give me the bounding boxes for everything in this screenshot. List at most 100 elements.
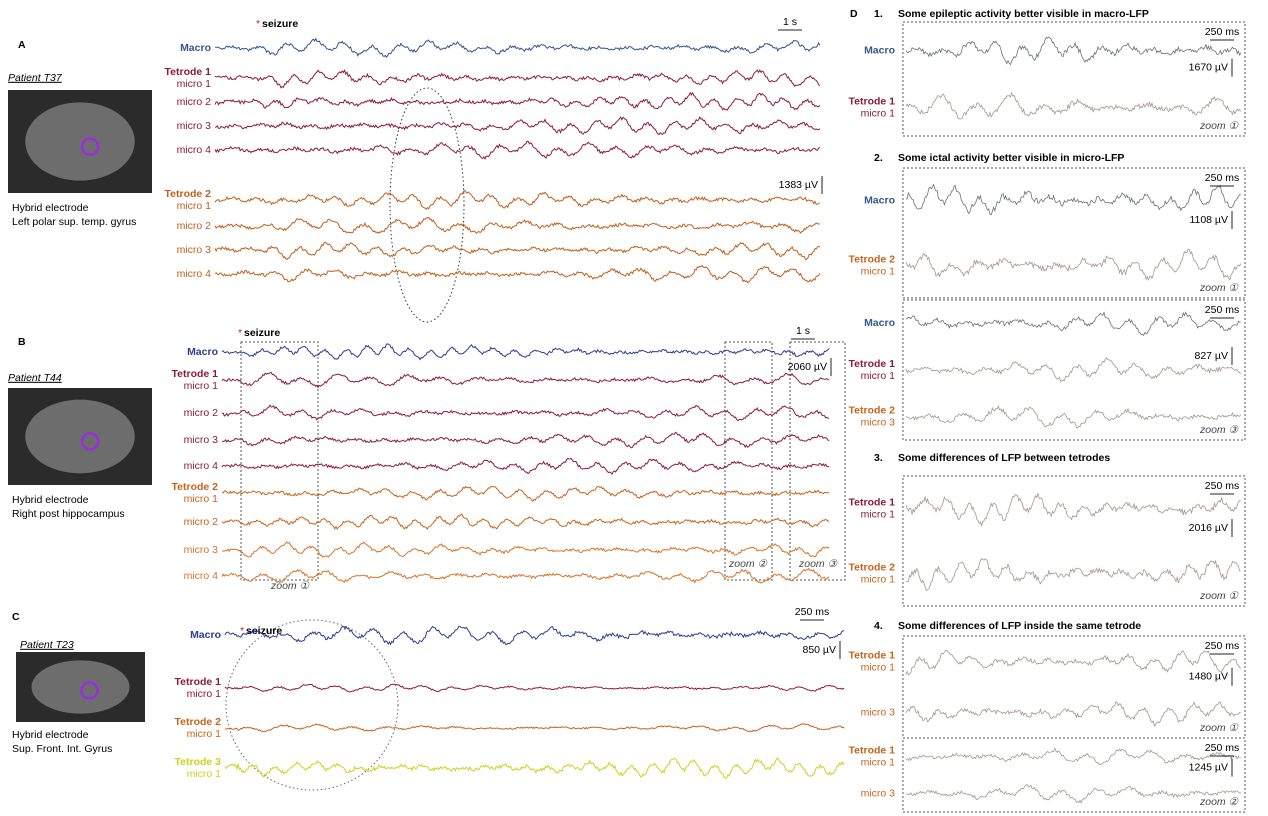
signal-trace <box>905 700 1241 728</box>
signal-trace <box>905 493 1241 528</box>
zoom-label: zoom ③ <box>798 558 838 570</box>
time-scale: 1 s <box>783 16 797 28</box>
mri-brain <box>25 102 135 181</box>
time-scale: 250 ms <box>1205 304 1239 316</box>
electrode-site <box>80 681 99 700</box>
seizure-label: seizure <box>244 327 280 339</box>
channel-label: Macro <box>864 317 895 329</box>
channel-label: micro 1 <box>861 107 896 119</box>
signal-trace <box>221 404 830 422</box>
zoom-box <box>902 737 1246 813</box>
signal-trace <box>214 241 821 260</box>
signal-trace <box>224 757 845 779</box>
caption: Hybrid electrode <box>12 202 89 214</box>
section-number: 4. <box>874 620 883 632</box>
channel-label: micro 1 <box>861 265 896 277</box>
time-scale: 250 ms <box>1205 172 1239 184</box>
signal-trace <box>221 513 830 531</box>
signal-trace <box>221 431 830 449</box>
patient-name: Patient T23 <box>20 639 74 651</box>
zoom-label: zoom ③ <box>1199 424 1239 436</box>
signal-trace <box>905 311 1241 336</box>
volt-scale: 2060 µV <box>788 361 827 373</box>
channel-label: Tetrode 2 <box>175 716 222 728</box>
panel-letter: C <box>12 611 20 623</box>
channel-label: micro 2 <box>177 96 212 108</box>
channel-label: Tetrode 2 <box>849 561 896 573</box>
channel-label: Macro <box>190 629 221 641</box>
channel-label: Tetrode 1 <box>849 358 896 370</box>
signal-trace <box>905 357 1242 383</box>
channel-label: micro 4 <box>177 268 212 280</box>
signal-trace <box>905 747 1241 766</box>
channel-label: micro 3 <box>861 787 896 799</box>
signal-trace <box>905 558 1241 592</box>
volt-scale: 850 µV <box>803 644 837 656</box>
zoom-box <box>902 635 1246 739</box>
signal-trace <box>214 264 821 284</box>
channel-label: Tetrode 2 <box>172 481 219 493</box>
section-title: Some ictal activity better visible in mi… <box>898 152 1124 164</box>
signal-trace <box>224 683 845 693</box>
section-title: Some differences of LFP inside the same … <box>898 620 1141 632</box>
signal-trace <box>214 140 820 161</box>
zoom-box <box>902 167 1246 299</box>
channel-label: Tetrode 2 <box>849 404 896 416</box>
time-scale: 250 ms <box>1205 742 1239 754</box>
zoom-label: zoom ② <box>1199 796 1239 808</box>
volt-scale: 827 µV <box>1195 350 1229 362</box>
channel-label: Tetrode 2 <box>849 253 896 265</box>
electrode-site <box>80 432 100 451</box>
section-number: 2. <box>874 152 883 164</box>
signal-trace <box>224 625 845 646</box>
signal-trace <box>221 485 830 503</box>
time-scale: 250 ms <box>1205 480 1239 492</box>
channel-label: micro 1 <box>861 508 896 520</box>
section-title: Some epileptic activity better visible i… <box>898 8 1149 20</box>
zoom-label: zoom ① <box>1199 120 1239 132</box>
signal-trace <box>224 723 845 733</box>
channel-label: micro 1 <box>177 78 212 90</box>
signal-trace <box>214 116 821 136</box>
channel-label: micro 1 <box>184 380 219 392</box>
channel-label: micro 1 <box>177 200 212 212</box>
signal-trace <box>214 37 821 59</box>
mri-brain <box>31 660 130 714</box>
channel-label: micro 4 <box>177 144 212 156</box>
zoom-box <box>724 341 773 581</box>
seizure-label: seizure <box>246 625 282 637</box>
time-scale: 250 ms <box>1205 640 1239 652</box>
zoom-box <box>902 21 1246 137</box>
channel-label: micro 1 <box>861 756 896 768</box>
channel-label: Tetrode 1 <box>849 496 896 508</box>
channel-label: Tetrode 1 <box>849 95 896 107</box>
signal-trace <box>221 457 830 475</box>
signal-trace <box>214 69 821 89</box>
channel-label: Tetrode 1 <box>849 649 896 661</box>
caption: Left polar sup. temp. gyrus <box>12 216 136 228</box>
channel-label: micro 1 <box>861 661 896 673</box>
signal-trace <box>905 183 1241 216</box>
signal-trace <box>214 189 821 210</box>
signal-trace <box>221 343 830 361</box>
channel-label: Tetrode 1 <box>165 66 212 78</box>
channel-label: micro 4 <box>184 570 219 582</box>
signal-trace <box>905 405 1242 429</box>
patient-name: Patient T37 <box>8 72 63 84</box>
channel-label: Tetrode 1 <box>172 368 219 380</box>
signal-trace <box>905 248 1242 282</box>
channel-label: micro 2 <box>177 220 212 232</box>
channel-label: Macro <box>180 42 211 54</box>
channel-label: micro 3 <box>177 120 212 132</box>
channel-label: micro 3 <box>184 434 219 446</box>
channel-label: micro 3 <box>861 416 896 428</box>
zoom-label: zoom ① <box>1199 282 1239 294</box>
signal-trace <box>221 371 830 389</box>
channel-label: Macro <box>864 44 895 56</box>
section-title: Some differences of LFP between tetrodes <box>898 452 1110 464</box>
channel-label: micro 1 <box>861 573 896 585</box>
section-number: 1. <box>874 8 883 20</box>
volt-scale: 1383 µV <box>779 179 818 191</box>
channel-label: Tetrode 1 <box>849 744 896 756</box>
channel-label: micro 4 <box>184 460 219 472</box>
